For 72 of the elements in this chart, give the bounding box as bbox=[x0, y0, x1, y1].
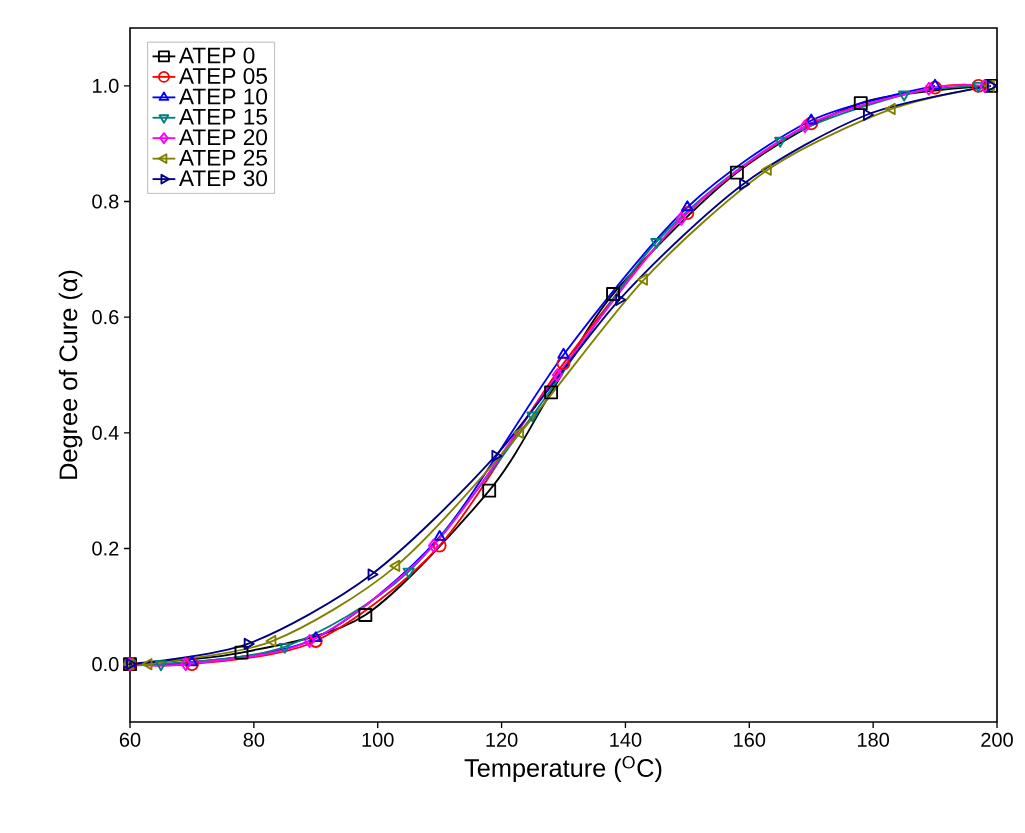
x-tick-label: 160 bbox=[734, 732, 766, 747]
point bbox=[428, 538, 439, 553]
y-tick-label: 0.4 bbox=[92, 425, 119, 440]
point bbox=[265, 634, 277, 648]
point bbox=[979, 78, 991, 93]
legend-label: ATEP 05 bbox=[178, 67, 267, 85]
point bbox=[482, 483, 497, 498]
point bbox=[433, 529, 446, 541]
point bbox=[650, 238, 663, 249]
point bbox=[884, 102, 896, 116]
point bbox=[432, 538, 447, 553]
point bbox=[308, 634, 323, 648]
point bbox=[491, 449, 503, 463]
point bbox=[402, 567, 415, 579]
point bbox=[805, 113, 818, 125]
point bbox=[680, 206, 695, 220]
y-tick-label: 0.6 bbox=[92, 310, 119, 325]
point bbox=[544, 385, 559, 400]
x-tick-label: 80 bbox=[243, 732, 265, 747]
point bbox=[557, 347, 570, 359]
point bbox=[739, 178, 751, 191]
legend-label: ATEP 30 bbox=[178, 170, 268, 187]
point bbox=[556, 356, 571, 371]
point bbox=[804, 116, 819, 131]
point bbox=[185, 655, 199, 667]
point bbox=[928, 80, 943, 95]
legend-label: ATEP 10 bbox=[178, 88, 268, 105]
y-tick-label: 1.0 bbox=[93, 78, 119, 93]
point bbox=[637, 273, 648, 286]
point bbox=[184, 657, 199, 672]
y-tick-label: 0.8 bbox=[92, 194, 119, 209]
x-tick-label: 140 bbox=[610, 732, 642, 747]
point bbox=[606, 287, 620, 301]
y-axis-title: Degree of Cure (α) bbox=[58, 270, 83, 479]
point bbox=[760, 163, 772, 176]
point bbox=[304, 634, 316, 648]
x-axis-title: Temperature ($^{O}$C) bbox=[464, 756, 662, 783]
point bbox=[853, 96, 868, 111]
x-tick-label: 60 bbox=[119, 732, 141, 747]
point bbox=[863, 108, 874, 121]
y-tick-label: 0.0 bbox=[92, 657, 119, 672]
x-tick-label: 180 bbox=[857, 732, 890, 747]
point bbox=[675, 211, 687, 226]
point bbox=[526, 411, 539, 423]
point bbox=[923, 81, 935, 96]
x-tick-label: 200 bbox=[981, 732, 1013, 747]
point bbox=[928, 78, 942, 90]
legend-label: ATEP 0 bbox=[178, 47, 255, 64]
point bbox=[513, 426, 525, 439]
point bbox=[243, 637, 255, 651]
point bbox=[278, 642, 291, 654]
point bbox=[774, 136, 787, 148]
point bbox=[358, 608, 373, 622]
point bbox=[180, 657, 192, 672]
point bbox=[234, 645, 249, 660]
legend-label: ATEP 25 bbox=[178, 149, 267, 166]
legend-label: ATEP 20 bbox=[178, 129, 268, 146]
point bbox=[681, 200, 694, 212]
point bbox=[551, 368, 563, 382]
point bbox=[799, 119, 811, 134]
x-tick-label: 100 bbox=[362, 732, 394, 747]
point bbox=[367, 568, 379, 581]
point bbox=[897, 90, 911, 102]
legend-label: ATEP 15 bbox=[178, 108, 267, 125]
point bbox=[309, 631, 322, 643]
point bbox=[141, 658, 153, 671]
point bbox=[615, 293, 627, 306]
point bbox=[154, 660, 168, 672]
point bbox=[389, 559, 401, 572]
point bbox=[729, 165, 744, 180]
x-tick-label: 120 bbox=[486, 732, 518, 747]
y-tick-label: 0.2 bbox=[92, 541, 119, 556]
